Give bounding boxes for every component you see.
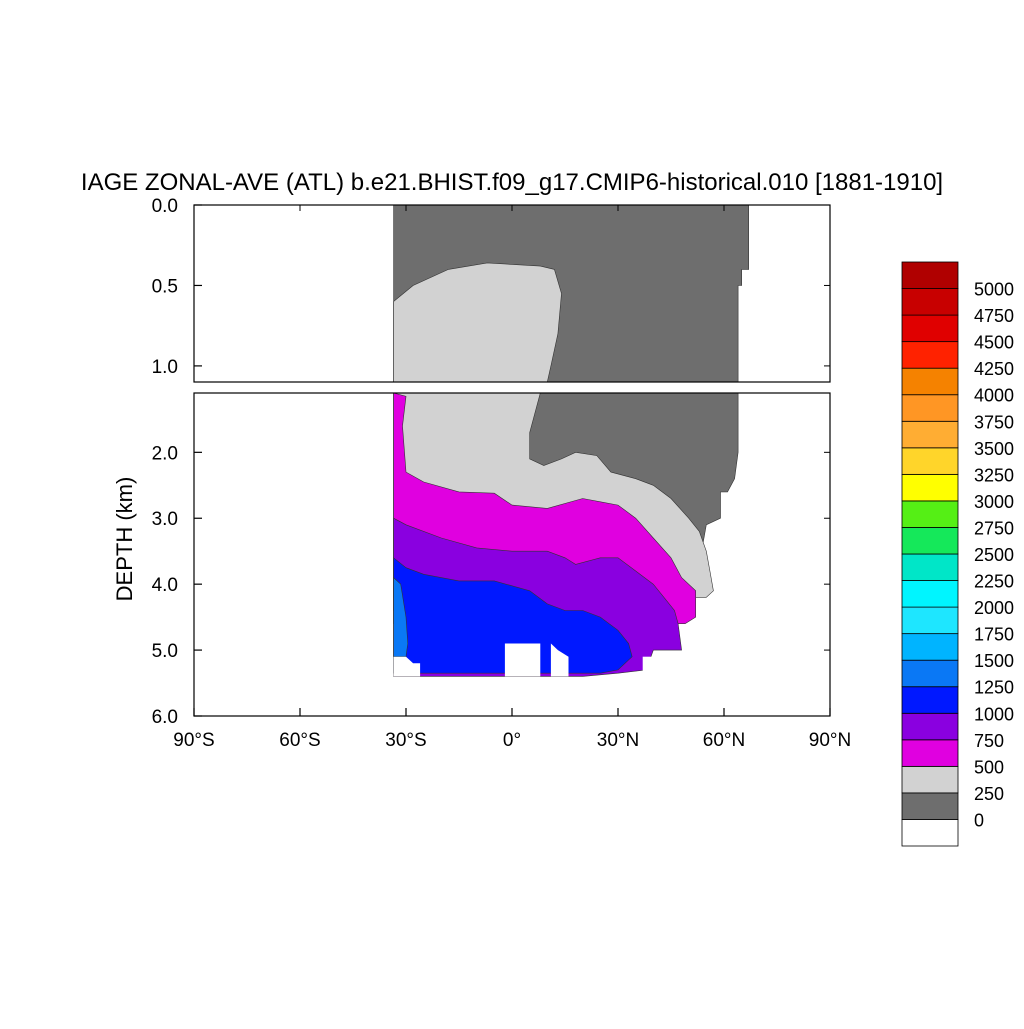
colorbar-label: 4250 xyxy=(974,359,1014,379)
y-tick-label: 2.0 xyxy=(152,443,178,464)
colorbar: 0 250 500 750 1000 1250 1500 1750 2000 2250 2500 27… xyxy=(901,261,1014,847)
colorbar-swatch xyxy=(901,659,959,688)
y-tick-label: 6.0 xyxy=(152,707,178,728)
x-tick-label: 60°S xyxy=(279,730,320,751)
colorbar-swatch xyxy=(901,420,959,449)
colorbar-swatch xyxy=(901,261,959,289)
colorbar-swatch xyxy=(901,553,959,581)
colorbar-label: 1250 xyxy=(974,678,1014,698)
lower-panel-contours xyxy=(393,393,739,677)
colorbar-swatch xyxy=(901,712,959,741)
colorbar-label: 3250 xyxy=(974,465,1014,485)
colorbar-label: 4000 xyxy=(974,386,1014,406)
y-tick-label: 5.0 xyxy=(152,641,178,662)
contour-region-upper-250-500 xyxy=(393,262,562,382)
colorbar-label: 0 xyxy=(974,811,984,831)
colorbar-swatch xyxy=(901,473,959,502)
colorbar-swatch xyxy=(901,819,959,847)
colorbar-label: 4500 xyxy=(974,333,1014,353)
colorbar-label: 2750 xyxy=(974,519,1014,539)
colorbar-swatch xyxy=(901,606,959,635)
colorbar-swatch xyxy=(901,686,959,714)
no-data-block-1 xyxy=(393,650,421,677)
colorbar-swatch xyxy=(901,367,959,396)
colorbar-swatch xyxy=(901,341,959,369)
x-tick-label: 90°S xyxy=(173,730,214,751)
colorbar-swatch xyxy=(901,792,959,820)
colorbar-swatch xyxy=(901,447,959,475)
axes: 90°S 60°S 30°S 0° 30°N 60°N 90°N 0.0 0.5 1.0 2.0 3.… xyxy=(152,196,852,751)
contour-region-lower-1000-1250 xyxy=(393,557,633,674)
colorbar-label: 1750 xyxy=(974,625,1014,645)
x-tick-label: 60°N xyxy=(703,730,745,751)
colorbar-swatch xyxy=(901,633,959,661)
colorbar-label: 3750 xyxy=(974,412,1014,432)
colorbar-label: 1000 xyxy=(974,704,1014,724)
no-data-block-3 xyxy=(550,643,569,677)
no-data-block-2 xyxy=(504,643,541,677)
upper-panel-contours xyxy=(393,205,750,382)
colorbar-swatch xyxy=(901,500,959,528)
x-tick-label: 30°N xyxy=(597,730,639,751)
colorbar-label: 250 xyxy=(974,784,1004,804)
colorbar-label: 500 xyxy=(974,757,1004,777)
colorbar-label: 3500 xyxy=(974,439,1014,459)
y-tick-label: 0.5 xyxy=(152,276,178,297)
colorbar-swatch xyxy=(901,394,959,422)
colorbar-swatch xyxy=(901,288,959,316)
y-tick-label: 0.0 xyxy=(152,196,178,217)
colorbar-label: 3000 xyxy=(974,492,1014,512)
x-tick-label: 90°N xyxy=(809,730,851,751)
y-tick-label: 4.0 xyxy=(152,575,178,596)
x-tick-label: 0° xyxy=(503,730,521,751)
y-tick-label: 1.0 xyxy=(152,357,178,378)
y-tick-label: 3.0 xyxy=(152,509,178,530)
colorbar-label: 2000 xyxy=(974,598,1014,618)
colorbar-label: 2250 xyxy=(974,572,1014,592)
colorbar-label: 1500 xyxy=(974,651,1014,671)
colorbar-swatch xyxy=(901,765,959,794)
colorbar-swatch xyxy=(901,314,959,343)
y-axis-label: DEPTH (km) xyxy=(112,477,137,602)
colorbar-swatch xyxy=(901,580,959,608)
x-tick-label: 30°S xyxy=(385,730,426,751)
no-data-block-4 xyxy=(642,656,654,677)
colorbar-label: 2500 xyxy=(974,545,1014,565)
chart-title: IAGE ZONAL-AVE (ATL) b.e21.BHIST.f09_g17… xyxy=(81,169,943,196)
colorbar-swatch xyxy=(901,527,959,555)
colorbar-swatch xyxy=(901,739,959,767)
colorbar-label: 750 xyxy=(974,731,1004,751)
colorbar-label: 5000 xyxy=(974,280,1014,300)
colorbar-label: 4750 xyxy=(974,306,1014,326)
